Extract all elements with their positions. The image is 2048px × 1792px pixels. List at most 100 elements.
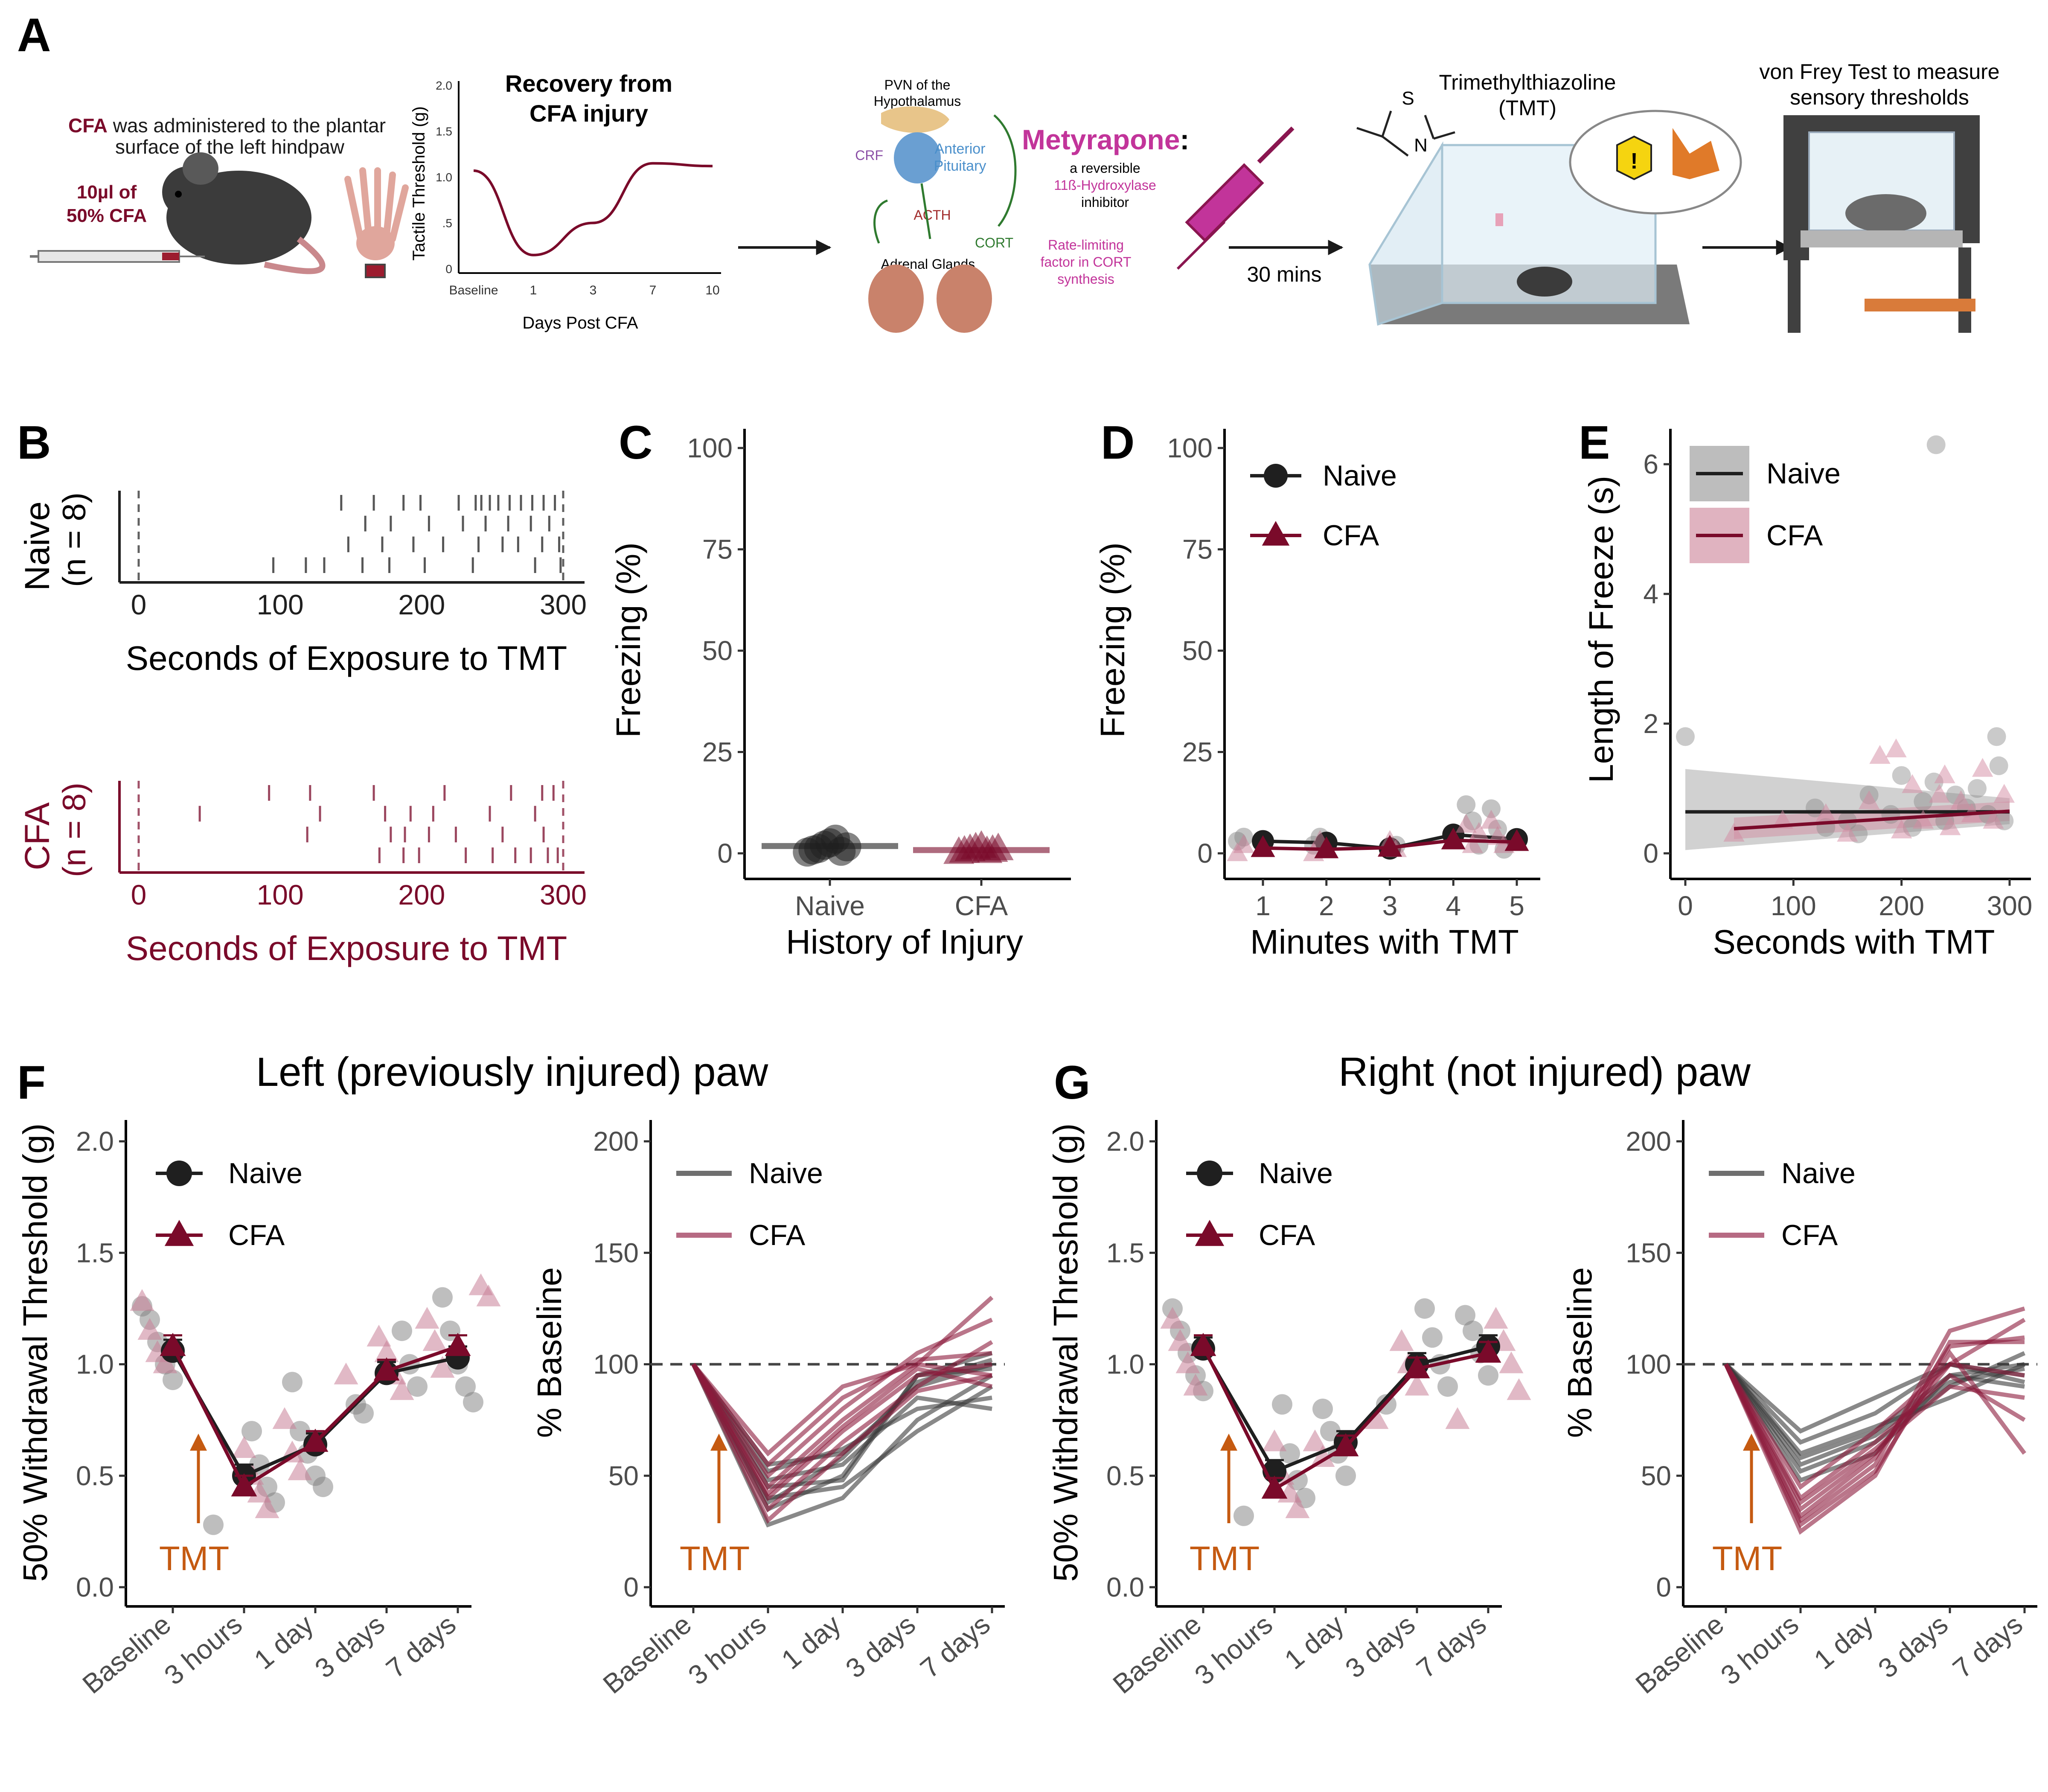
- naive-point: [282, 1372, 303, 1393]
- rate-limit-1: Rate-limiting: [1048, 237, 1124, 253]
- y-tick-label: 100: [687, 433, 733, 463]
- freeze-event-mark: [390, 515, 392, 532]
- freeze-event-mark: [556, 847, 559, 863]
- tmt-label: TMT: [1190, 1539, 1260, 1577]
- cfa-mean-point: [1404, 1355, 1430, 1379]
- metyrapone-annotation: Metyrapone: a reversible 11ß-Hydroxylase…: [1022, 124, 1189, 287]
- cfa-point: [1468, 822, 1489, 841]
- freeze-event-mark: [508, 495, 511, 511]
- syringe-illustration: [30, 250, 205, 263]
- legend-background: [1692, 1131, 1871, 1271]
- e-legend: Naive CFA: [1690, 446, 1841, 563]
- inset-y-tick-label: 1.0: [436, 171, 452, 184]
- cfa-point: [288, 1458, 312, 1481]
- naive-point: [407, 1376, 428, 1397]
- cfa-subject-line: [1724, 1363, 2025, 1506]
- inset-ylabel: Tactile Threshold (g): [410, 106, 428, 261]
- c-xlabel: History of Injury: [786, 923, 1023, 961]
- raster-x-tick-label: 200: [398, 879, 445, 911]
- cfa-point: [247, 1481, 272, 1503]
- raster-x-tick-label: 300: [540, 589, 587, 620]
- y-tick-label: 2: [1643, 708, 1658, 739]
- naive-point: [313, 1476, 333, 1497]
- freeze-event-mark: [361, 557, 364, 573]
- naive-point: [1437, 1376, 1458, 1397]
- vonfrey-line-2: sensory thresholds: [1790, 85, 1969, 109]
- inset-x-tick-label: 7: [649, 283, 657, 297]
- y-tick-label: 1.5: [1106, 1237, 1144, 1268]
- naive-n-label: (n = 8): [56, 492, 93, 587]
- y-tick-label: 1.0: [76, 1349, 114, 1380]
- legend-cfa-marker: [164, 1220, 194, 1246]
- freeze-event-mark: [305, 557, 307, 573]
- cfa-row-label: CFA: [18, 802, 57, 870]
- naive-point: [1414, 1298, 1435, 1319]
- percent-legend: Naive CFA: [659, 1131, 838, 1271]
- freeze-event-mark: [484, 515, 487, 532]
- naive-point: [1335, 1465, 1356, 1486]
- cfa-point: [1364, 1407, 1389, 1429]
- inset-x-tick-label: 10: [705, 283, 719, 297]
- tmt-label: TMT: [159, 1539, 229, 1577]
- raster-x-tick-label: 300: [540, 879, 587, 911]
- pituitary-illustration: [894, 132, 941, 183]
- freeze-event-mark: [323, 557, 326, 573]
- freeze-event-mark: [547, 847, 549, 863]
- freeze-event-mark: [542, 826, 545, 843]
- cfa-point: [1303, 1429, 1327, 1452]
- naive-point: [1312, 1399, 1333, 1419]
- cfa-subject-line: [691, 1351, 992, 1468]
- tmt-name-1: Trimethylthiazoline: [1439, 70, 1616, 94]
- x-tick-label: 1 day: [1808, 1609, 1879, 1676]
- freeze-event-mark: [529, 847, 532, 863]
- inset-y-tick-label: .5: [442, 217, 452, 230]
- legend-naive-label: Naive: [1766, 457, 1841, 490]
- cfa-point: [1175, 1351, 1200, 1373]
- y-tick-label: 0: [1197, 838, 1213, 869]
- raster-naive: 0 100 200 300: [118, 491, 587, 620]
- freeze-event-mark: [402, 847, 405, 863]
- panel-letter-e: E: [1579, 416, 1610, 469]
- x-tick-label: 300: [1987, 890, 2033, 921]
- metyrapone-desc-3: inhibitor: [1081, 195, 1129, 210]
- panel-a-schematic: CFA was administered to the plantar surf…: [30, 60, 2000, 333]
- cfa-point: [367, 1324, 391, 1347]
- tmt-sulfur: S: [1402, 88, 1414, 109]
- x-tick-label: Baseline: [77, 1609, 177, 1700]
- crf-label: CRF: [855, 148, 883, 163]
- anterior-label-2: Pituitary: [934, 158, 986, 174]
- cfa-point: [1168, 1329, 1193, 1351]
- cfa-point: [1885, 738, 1907, 757]
- y-tick-label: 0.0: [76, 1572, 114, 1603]
- naive-point: [1455, 1305, 1475, 1326]
- plot-d: 0 25 50 75 100 1 2 3 4 5 Naive CFA: [1167, 429, 1540, 921]
- y-tick-label: 150: [1626, 1237, 1671, 1268]
- panel-letter-d: D: [1101, 416, 1135, 469]
- inset-y-ticks: 0 .5 1.0 1.5 2.0: [436, 79, 452, 276]
- y-tick-label: 0: [1643, 838, 1658, 869]
- freeze-event-mark: [372, 495, 375, 511]
- cfa-point: [1891, 819, 1912, 838]
- tmt-label: TMT: [680, 1539, 750, 1577]
- x-tick-label: Baseline: [1630, 1609, 1730, 1700]
- dose-line-1: 10µl of: [77, 182, 137, 203]
- cfa-fit-line: [1734, 809, 2010, 831]
- naive-point: [1676, 727, 1695, 746]
- inset-y-tick-label: 1.5: [436, 125, 452, 138]
- freeze-event-mark: [462, 515, 464, 532]
- cfa-point: [255, 1496, 279, 1519]
- inset-xlabel: Days Post CFA: [522, 314, 638, 332]
- anterior-label-1: Anterior: [934, 141, 985, 157]
- percent-legend: Naive CFA: [1692, 1131, 1871, 1271]
- cfa-point: [1481, 810, 1502, 829]
- y-tick-label: 0.0: [1106, 1572, 1144, 1603]
- y-tick-label: 25: [702, 737, 733, 768]
- fox-illustration: [1673, 128, 1719, 179]
- cfa-point: [1310, 1445, 1335, 1467]
- cfa-point: [334, 1362, 358, 1385]
- raster-x-tick-label: 200: [398, 589, 445, 620]
- naive-point: [832, 832, 861, 861]
- freeze-event-mark: [552, 785, 555, 801]
